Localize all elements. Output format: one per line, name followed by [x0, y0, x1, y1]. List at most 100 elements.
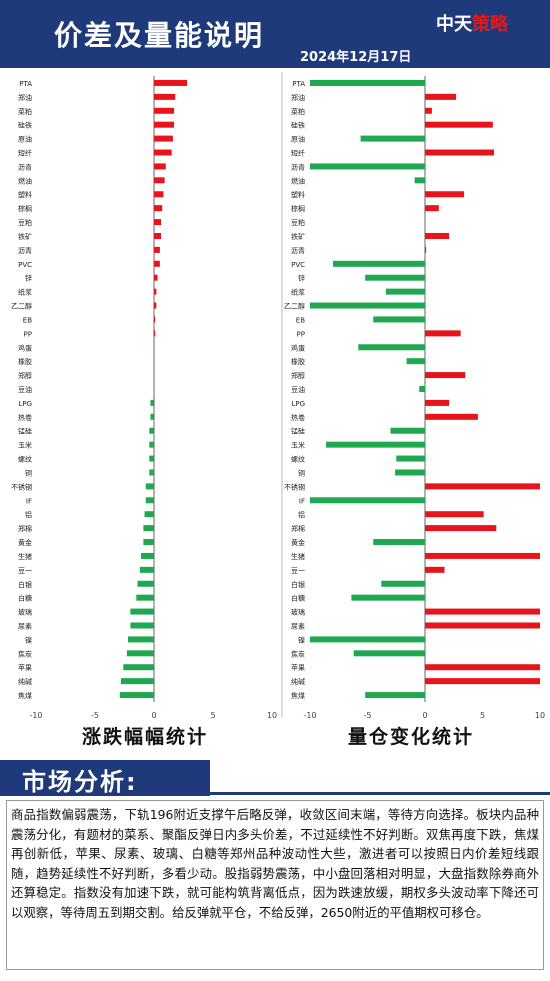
left-bar: [130, 622, 154, 629]
charts-area: PTA 郑油 菜粕 硅铁 原油 短纤 沥青 燃油 塑料 棕榈 豆粕 铁矿 沥青 PVC 锌纸浆 乙二醇 EB PP…: [0, 68, 550, 748]
right-category-label: 铁矿: [291, 232, 305, 241]
left-tick-label: 5: [210, 711, 215, 720]
left-category-label: LPG: [18, 400, 32, 408]
right-category-label: 玉米: [291, 441, 305, 450]
left-bar: [150, 399, 154, 406]
left-bar: [149, 455, 154, 462]
right-tick-label: -5: [364, 711, 372, 720]
left-bar: [149, 427, 154, 434]
right-category-label: 铜: [298, 468, 305, 477]
left-category-label: 塑料: [18, 190, 32, 199]
right-category-label: 镍: [298, 635, 305, 644]
right-category-label: PVC: [291, 261, 305, 269]
left-bar: [126, 650, 154, 657]
left-bar: [143, 525, 154, 532]
right-category-label: 苹果: [291, 663, 305, 672]
right-bar: [310, 636, 425, 643]
left-category-label: 锰硅: [18, 427, 32, 436]
left-category-label: 白糖: [18, 594, 32, 603]
right-bar: [425, 93, 457, 100]
left-bar: [154, 219, 162, 226]
right-bar: [373, 539, 425, 546]
left-category-label: 白银: [18, 580, 32, 589]
right-category-label: LPG: [291, 400, 305, 408]
left-category-label: 豆粕: [18, 218, 32, 227]
right-category-label: 黄金: [291, 538, 305, 547]
left-bar: [120, 678, 154, 685]
right-category-label: PP: [297, 330, 305, 338]
left-bar: [154, 330, 156, 337]
right-bar: [425, 608, 540, 615]
right-category-label: EB: [296, 316, 305, 324]
right-category-label: 生猪: [291, 552, 305, 561]
right-category-label: 棕榈: [291, 204, 305, 213]
left-category-label: 锌: [25, 274, 32, 283]
right-bar: [310, 163, 425, 170]
right-category-label: IF: [299, 497, 305, 505]
right-category-label: 沥青: [291, 246, 305, 255]
left-category-label: 黄金: [18, 538, 32, 547]
right-category-label: 热卷: [291, 413, 305, 422]
right-bar: [425, 413, 478, 420]
left-tick-label: 0: [151, 711, 156, 720]
right-category-label: 短纤: [291, 149, 305, 158]
right-bar: [425, 566, 445, 573]
right-bar: [358, 344, 425, 351]
right-tick-label: 0: [422, 711, 427, 720]
right-bar: [326, 441, 425, 448]
left-category-label: 焦炭: [18, 649, 32, 658]
right-category-label: 尿素: [291, 621, 305, 630]
left-bar: [154, 121, 175, 128]
left-category-label: 生猪: [18, 552, 32, 561]
right-tick-label: 10: [535, 711, 545, 720]
right-bar: [414, 177, 425, 184]
right-bar: [419, 386, 425, 392]
right-bar: [390, 427, 425, 434]
left-bar: [128, 636, 154, 643]
right-bar: [425, 191, 465, 198]
right-bar: [425, 246, 427, 253]
left-category-label: 尿素: [18, 621, 32, 630]
right-bar: [425, 552, 540, 559]
left-bar: [154, 288, 157, 295]
left-tick-label: -5: [91, 711, 99, 720]
right-category-label: 沥青: [291, 162, 305, 171]
left-category-label: 橡胶: [18, 357, 32, 366]
left-category-label: 郑醇: [18, 371, 32, 380]
left-category-label: 棕榈: [18, 204, 32, 213]
report-date: 2024年12月17日: [300, 50, 412, 65]
right-category-label: 铝: [298, 510, 305, 519]
right-category-label: 鸡蛋: [291, 343, 305, 352]
right-category-label: 锌: [298, 274, 305, 283]
right-category-label: 焦炭: [291, 649, 305, 658]
right-bar: [425, 525, 497, 532]
left-bar: [130, 608, 154, 615]
right-category-label: 乙二醇: [284, 302, 305, 311]
left-category-label: 焦煤: [18, 691, 32, 700]
right-category-label: 菜粕: [291, 107, 305, 116]
right-bar: [425, 399, 450, 406]
left-category-label: 豆一: [18, 567, 32, 575]
section-title: 市场分析:: [22, 768, 138, 796]
left-category-label: 镍: [25, 635, 32, 644]
right-category-label: 原油: [291, 135, 305, 144]
right-bar: [385, 288, 425, 295]
left-category-label: PP: [24, 330, 32, 338]
right-chart-title: 量仓变化统计: [348, 726, 475, 748]
page-title: 价差及量能说明: [54, 19, 265, 52]
right-category-label: 塑料: [291, 190, 305, 199]
right-bar: [425, 372, 466, 379]
left-category-label: 纯碱: [18, 677, 32, 686]
left-bar: [141, 552, 154, 559]
right-bar: [310, 497, 425, 504]
left-bar: [144, 511, 154, 518]
left-category-label: 沥青: [18, 246, 32, 255]
left-bar: [154, 93, 176, 100]
left-category-label: 菜粕: [18, 107, 32, 116]
left-category-label: 郑棉: [18, 524, 32, 533]
right-bar: [406, 358, 425, 365]
left-category-label: 沥青: [18, 162, 32, 171]
left-bar: [154, 191, 164, 198]
left-category-label: 玻璃: [18, 608, 32, 617]
right-category-label: 郑油: [291, 93, 305, 102]
